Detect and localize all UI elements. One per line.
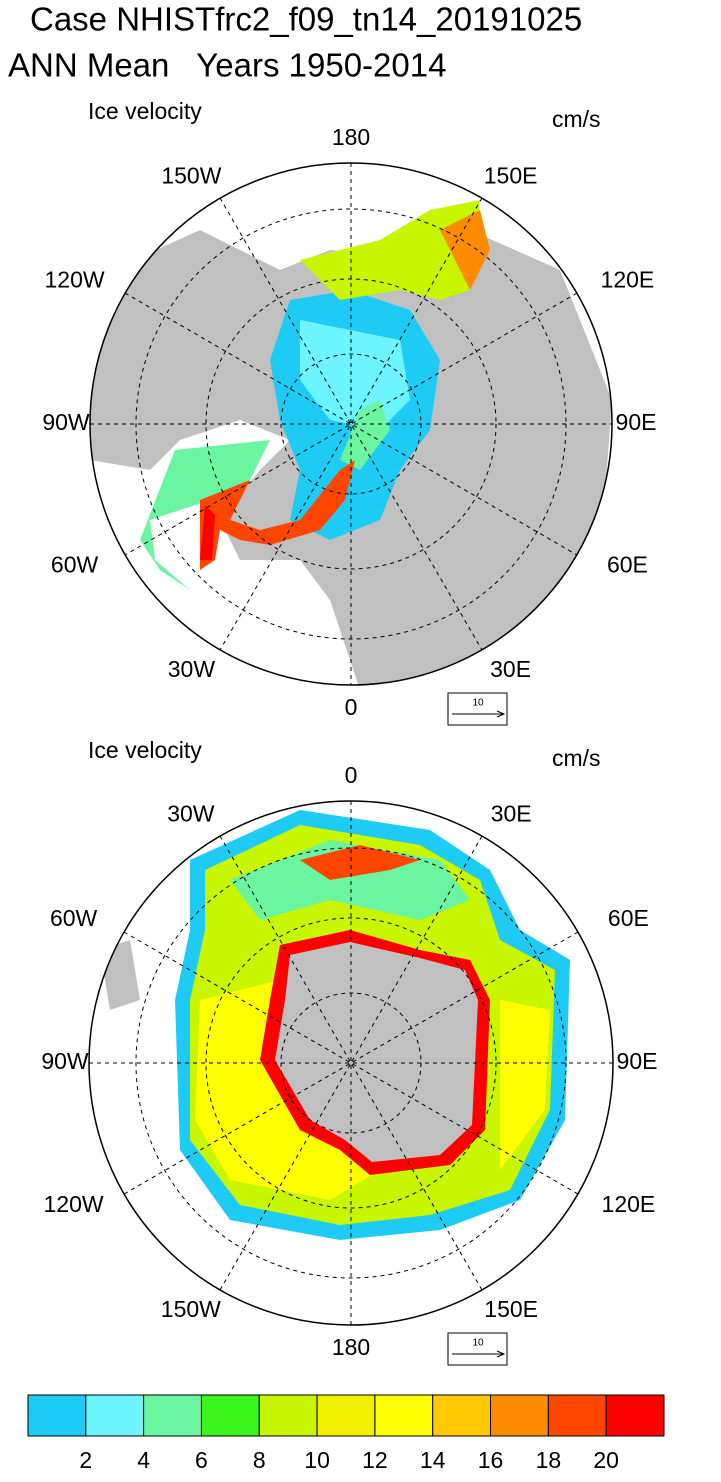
lon-label: 120W [44,1191,104,1217]
lon-label: 60E [608,905,649,931]
colorbar-label: 6 [195,1447,208,1473]
colorbar-label: 14 [420,1447,446,1473]
color-box [258,1394,318,1437]
lon-label: 90W [42,409,90,435]
panel-label: Ice velocity [88,98,202,124]
color-box [316,1394,376,1437]
arctic-map [90,163,612,685]
lon-label: 150E [484,162,538,188]
color-box [490,1394,549,1437]
lon-label: 150W [161,162,221,188]
color-box [547,1394,607,1437]
ref-label: 10 [472,1338,484,1349]
units: cm/s [552,745,601,771]
color-box [143,1394,202,1437]
map-border [89,162,613,686]
title: Case NHISTfrc2_f09_tn14_20191025 [30,1,582,38]
lon-label: 30E [491,800,532,826]
color-box [605,1394,665,1437]
color-box [432,1394,492,1437]
lon-label: 180 [332,1334,370,1360]
lon-label: 90E [617,1048,658,1074]
lon-label: 60W [51,552,99,578]
panel-label: Ice velocity [88,737,202,763]
lon-label: 30E [490,656,531,682]
colorbar-label: 16 [478,1447,504,1473]
lon-label: 150E [484,1296,538,1322]
lon-label: 120W [45,267,105,293]
lon-label: 0 [345,762,358,788]
subtitle: ANN Mean Years 1950-2014 [8,47,446,84]
colorbar-label: 4 [137,1447,150,1473]
ref-label: 10 [472,698,484,709]
lon-label: 120E [602,1191,656,1217]
colorbar-label: 2 [79,1447,92,1473]
lon-label: 60W [50,905,98,931]
lon-label: 90W [41,1048,89,1074]
colorbar-label: 8 [253,1447,266,1473]
color-box [27,1394,87,1437]
color-box [374,1394,434,1437]
lon-label: 0 [345,694,358,720]
color-box [85,1394,145,1437]
lon-label: 180 [332,124,370,150]
colorbar: 2 4 6 8 10 12 14 16 18 20 [27,1394,665,1473]
map-border [88,800,614,1326]
colorbar-label: 12 [362,1447,388,1473]
lon-label: 90E [616,409,657,435]
lon-label: 60E [607,552,648,578]
lon-labels: 180 150E 120E 90E 60E 30E 0 30W 60W 90W 120W 150W [42,124,656,720]
ref-vector: 10 [447,692,508,726]
colorbar-label: 10 [304,1447,330,1473]
colorbar-label: 18 [536,1447,562,1473]
lon-labels: 0 30E 60E 90E 120E 150E 180 150W 120W 90W 60W 30W [41,762,657,1360]
colorbar-label: 20 [593,1447,619,1473]
ref-vector: 10 [447,1332,508,1366]
units: cm/s [552,106,601,132]
grid [90,163,612,685]
grid [89,801,613,1325]
color-box [200,1394,260,1437]
lon-label: 30W [167,800,215,826]
lon-label: 150W [161,1296,221,1322]
lon-label: 30W [168,656,216,682]
lon-label: 120E [601,267,655,293]
